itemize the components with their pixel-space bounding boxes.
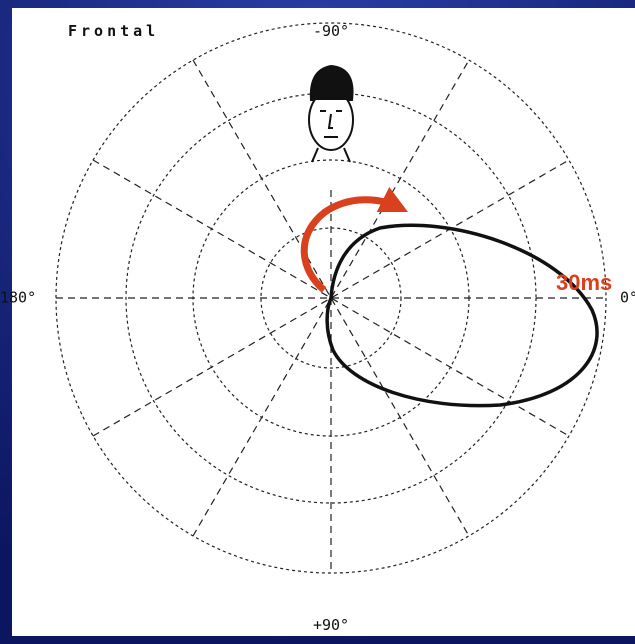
response-loop [325,223,599,408]
face-icon [308,64,354,163]
annotation: 30ms [556,270,612,295]
polar-grid [55,22,607,574]
angle-label: +90° [313,616,349,634]
angle-label: -90° [313,22,349,40]
title: Frontal [68,22,159,40]
angle-label: 180° [0,289,36,307]
angle-label: 0° [620,289,635,307]
rotation-arrow [300,186,409,293]
